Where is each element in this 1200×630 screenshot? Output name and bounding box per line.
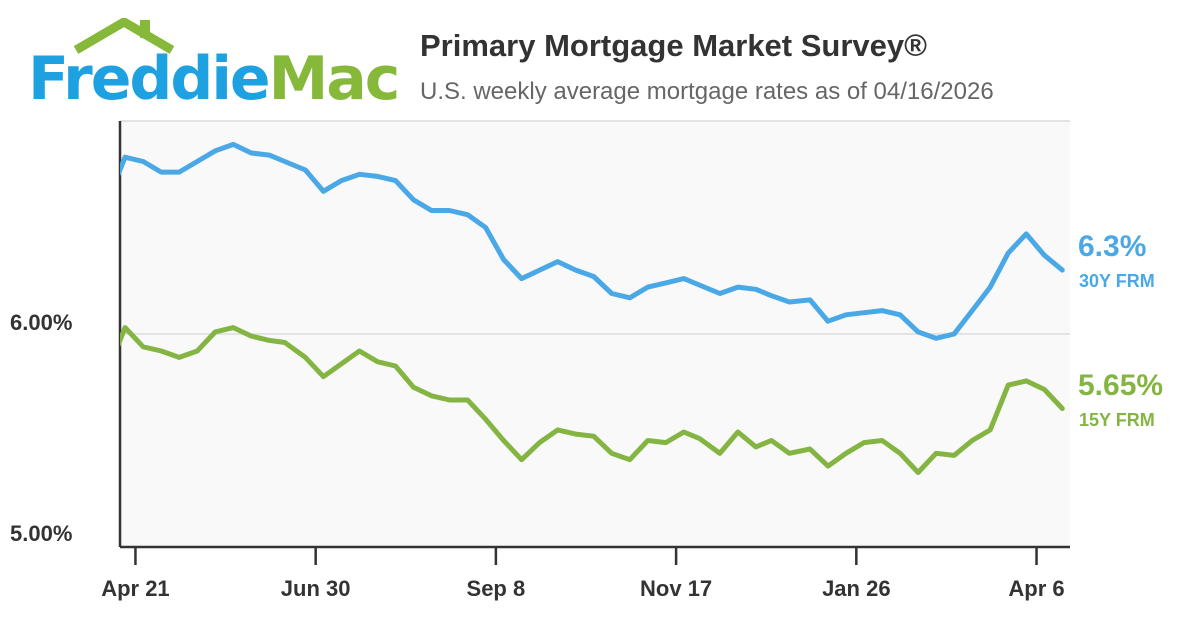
series-line-15y xyxy=(120,325,1065,475)
chart-subtitle: U.S. weekly average mortgage rates as of… xyxy=(420,78,994,105)
30y-current-rate: 6.3% xyxy=(1078,230,1147,263)
y-tick-label-6: 6.00% xyxy=(10,310,73,335)
15y-current-rate: 5.65% xyxy=(1078,369,1164,402)
x-tick-label: Jan 26 xyxy=(822,576,891,601)
x-tick-label: Apr 6 xyxy=(1008,576,1065,601)
house-roof-icon xyxy=(73,18,175,54)
15y-series-label: 15Y FRM xyxy=(1079,410,1155,430)
chart-title: Primary Mortgage Market Survey® xyxy=(420,28,927,63)
x-tick-label: Sep 8 xyxy=(466,576,526,601)
series-line-30y xyxy=(120,141,1065,341)
x-tick-label: Apr 21 xyxy=(101,576,170,601)
y-tick-label-5: 5.00% xyxy=(10,521,73,546)
30y-series-label: 30Y FRM xyxy=(1079,271,1155,291)
x-tick-label: Nov 17 xyxy=(640,576,713,601)
freddie-mac-logo: FreddieMac xyxy=(28,18,400,114)
logo-text-freddie: Freddie xyxy=(28,44,271,114)
x-tick-label: Jun 30 xyxy=(280,576,351,601)
logo-text-mac: Mac xyxy=(268,44,401,114)
